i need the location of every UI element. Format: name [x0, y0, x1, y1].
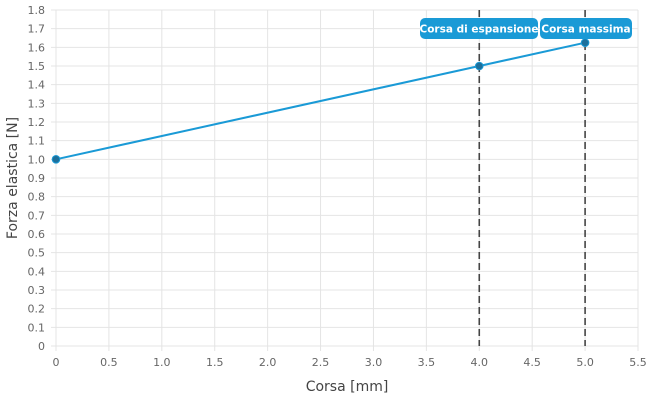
y-axis-ticks: 0 0.1 0.2 0.3 0.4 0.5 0.6 0.7 0.8 0.9 1.0 1.1 1.2 1.3…	[28, 4, 46, 353]
x-tick-label: 3.5	[418, 356, 436, 369]
y-tick-label: 1.5	[28, 60, 46, 73]
y-tick-label: 1.8	[28, 4, 46, 17]
x-tick-label: 5.5	[629, 356, 647, 369]
y-tick-label: 0.1	[28, 321, 46, 334]
x-tick-label: 1.0	[153, 356, 171, 369]
marker-labels: Corsa di espansione Corsa massima	[420, 18, 632, 39]
y-tick-label: 0.5	[28, 247, 46, 260]
marker-label: Corsa di espansione	[420, 24, 539, 36]
x-tick-label: 5.0	[576, 356, 594, 369]
x-tick-label: 2.0	[259, 356, 277, 369]
y-tick-label: 1.7	[28, 23, 46, 36]
x-tick-label: 0	[53, 356, 60, 369]
x-tick-label: 4.5	[523, 356, 541, 369]
y-tick-label: 1.6	[28, 41, 46, 54]
y-tick-label: 0.8	[28, 191, 46, 204]
marker-label-box	[540, 18, 632, 39]
y-tick-label: 1.2	[28, 116, 46, 129]
x-axis-ticks: 0 0.5 1.0 1.5 2.0 2.5 3.0 3.5 4.0 4.5 5.0 5.5	[53, 356, 647, 369]
y-tick-label: 0.3	[28, 284, 46, 297]
y-tick-label: 1.4	[28, 79, 46, 92]
y-tick-label: 1.3	[28, 97, 46, 110]
x-tick-label: 1.5	[206, 356, 224, 369]
data-point	[474, 61, 484, 71]
x-tick-label: 0.5	[100, 356, 118, 369]
y-tick-label: 0.9	[28, 172, 46, 185]
y-tick-label: 0.2	[28, 303, 46, 316]
y-tick-label: 0.7	[28, 209, 46, 222]
y-tick-label: 0.4	[28, 265, 46, 278]
x-tick-label: 2.5	[312, 356, 330, 369]
x-axis-title: Corsa [mm]	[306, 379, 389, 395]
grid	[51, 9, 639, 351]
y-tick-label: 0.6	[28, 228, 46, 241]
marker-label-box	[420, 18, 538, 39]
x-tick-label: 4.0	[471, 356, 489, 369]
y-tick-label: 1.0	[28, 153, 46, 166]
series-group	[51, 38, 590, 164]
data-point	[580, 38, 590, 47]
x-tick-label: 3.0	[365, 356, 383, 369]
y-tick-label: 1.1	[28, 135, 46, 148]
data-point	[51, 155, 61, 164]
y-axis-title: Forza elastica [N]	[5, 117, 21, 239]
marker-label: Corsa massima	[541, 24, 630, 36]
y-tick-label: 0	[38, 340, 45, 353]
